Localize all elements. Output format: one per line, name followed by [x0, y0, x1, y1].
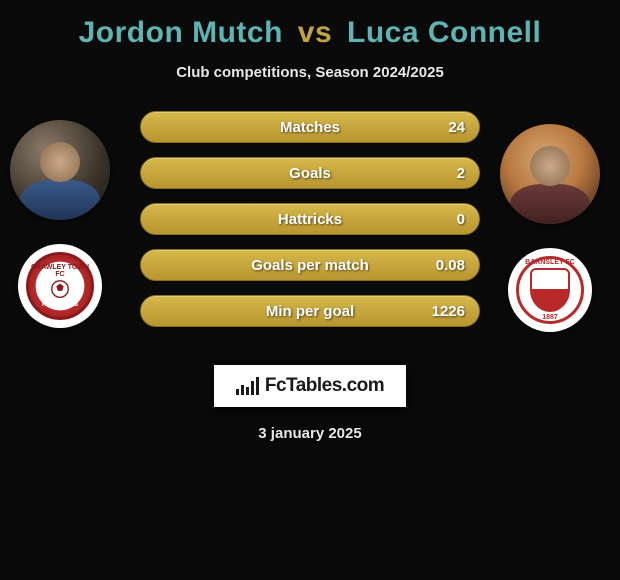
player-right-column: BARNSLEY FC 1887: [500, 124, 600, 332]
stat-value-right: 2: [457, 165, 465, 182]
player2-avatar: [500, 124, 600, 224]
crest1-top-text: CRAWLEY TOWN FC: [29, 264, 91, 278]
stat-row: Goals 2: [140, 157, 480, 189]
player1-name: Jordon Mutch: [79, 16, 283, 49]
subtitle: Club competitions, Season 2024/2025: [176, 64, 444, 81]
stat-value-right: 0: [457, 211, 465, 228]
stat-value-right: 24: [448, 119, 465, 136]
shield-icon: [530, 268, 570, 312]
brand-logo: FcTables.com: [214, 365, 406, 407]
stat-label: Min per goal: [266, 303, 354, 320]
player2-club-crest: BARNSLEY FC 1887: [508, 248, 592, 332]
player1-avatar: [10, 120, 110, 220]
soccer-ball-icon: [49, 278, 71, 300]
crest1-bottom-text: RED DEVILS: [42, 302, 78, 308]
stat-row: Matches 24: [140, 111, 480, 143]
stats-list: Matches 24 Goals 2 Hattricks 0 Goals per match…: [140, 111, 480, 327]
stat-value-right: 1226: [432, 303, 465, 320]
player-left-column: CRAWLEY TOWN FC RED DEVILS: [10, 120, 110, 328]
stat-label: Goals: [289, 165, 331, 182]
stat-row: Hattricks 0: [140, 203, 480, 235]
stat-row: Goals per match 0.08: [140, 249, 480, 281]
date-text: 3 january 2025: [258, 425, 361, 442]
crest2-text: BARNSLEY FC: [525, 259, 575, 266]
stat-row: Min per goal 1226: [140, 295, 480, 327]
stat-label: Hattricks: [278, 211, 342, 228]
brand-text: FcTables.com: [265, 375, 384, 397]
page-title: Jordon Mutch vs Luca Connell: [79, 16, 542, 50]
player1-club-crest: CRAWLEY TOWN FC RED DEVILS: [18, 244, 102, 328]
stat-value-right: 0.08: [436, 257, 465, 274]
crest2-year: 1887: [542, 314, 558, 321]
stat-label: Matches: [280, 119, 340, 136]
stat-label: Goals per match: [251, 257, 369, 274]
vs-text: vs: [298, 16, 332, 49]
player2-name: Luca Connell: [347, 16, 541, 49]
chart-bars-icon: [236, 377, 259, 395]
